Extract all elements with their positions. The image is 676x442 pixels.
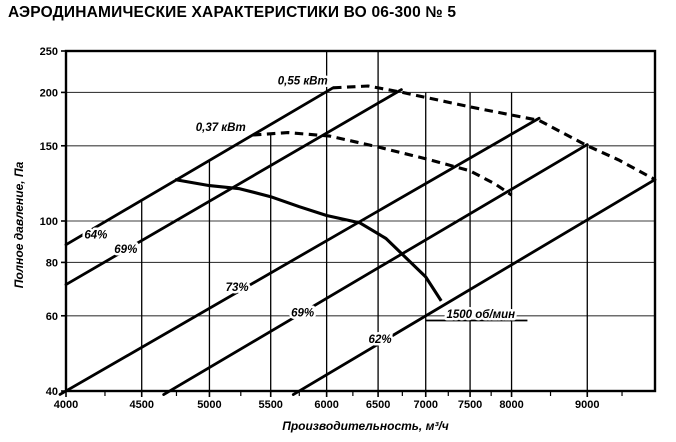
- efficiency-line-62%: [291, 178, 657, 396]
- x-tick-label: 8000: [499, 399, 523, 411]
- x-tick-label: 4500: [129, 399, 153, 411]
- x-tick-label: 7000: [413, 399, 437, 411]
- fan-curve-1500rpm-label: 1500 об/мин: [447, 309, 516, 321]
- efficiency-label-69%: 69%: [291, 308, 314, 320]
- efficiency-line-64%: [64, 86, 335, 247]
- x-tick-label: 5000: [197, 399, 221, 411]
- efficiency-line-69%: [162, 143, 589, 396]
- x-tick-label: 6500: [366, 399, 390, 411]
- x-tick-label: 6000: [314, 399, 338, 411]
- y-tick-label: 60: [46, 311, 58, 323]
- y-tick-label: 40: [46, 386, 58, 398]
- efficiency-line-73%: [58, 116, 541, 396]
- y-tick-label: 200: [40, 87, 58, 99]
- y-tick-label: 250: [40, 46, 58, 58]
- efficiency-label-69%: 69%: [114, 244, 137, 256]
- power-curve-0-55kw-label: 0,55 кВт: [278, 76, 328, 88]
- x-axis-title: Производительность, м³/ч: [282, 419, 449, 433]
- y-tick-label: 100: [40, 216, 58, 228]
- power-curve-0-55kw: [332, 84, 656, 181]
- page-title: АЭРОДИНАМИЧЕСКИЕ ХАРАКТЕРИСТИКИ ВО 06-30…: [8, 4, 457, 21]
- x-tick-label: 4000: [54, 399, 78, 411]
- x-tick-label: 9000: [575, 399, 599, 411]
- fan-curve-1500rpm: [174, 178, 443, 302]
- y-tick-label: 150: [40, 141, 58, 153]
- x-tick-label: 5500: [258, 399, 282, 411]
- efficiency-label-73%: 73%: [226, 282, 249, 294]
- y-tick-label: 80: [46, 257, 58, 269]
- x-tick-label: 7500: [458, 399, 482, 411]
- efficiency-label-62%: 62%: [369, 334, 392, 346]
- efficiency-label-64%: 64%: [84, 229, 107, 241]
- power-curve-0-37kw: [252, 131, 513, 197]
- power-curve-0-37kw-label: 0,37 кВт: [196, 122, 246, 134]
- y-axis-title: Полное давление, Па: [12, 161, 26, 288]
